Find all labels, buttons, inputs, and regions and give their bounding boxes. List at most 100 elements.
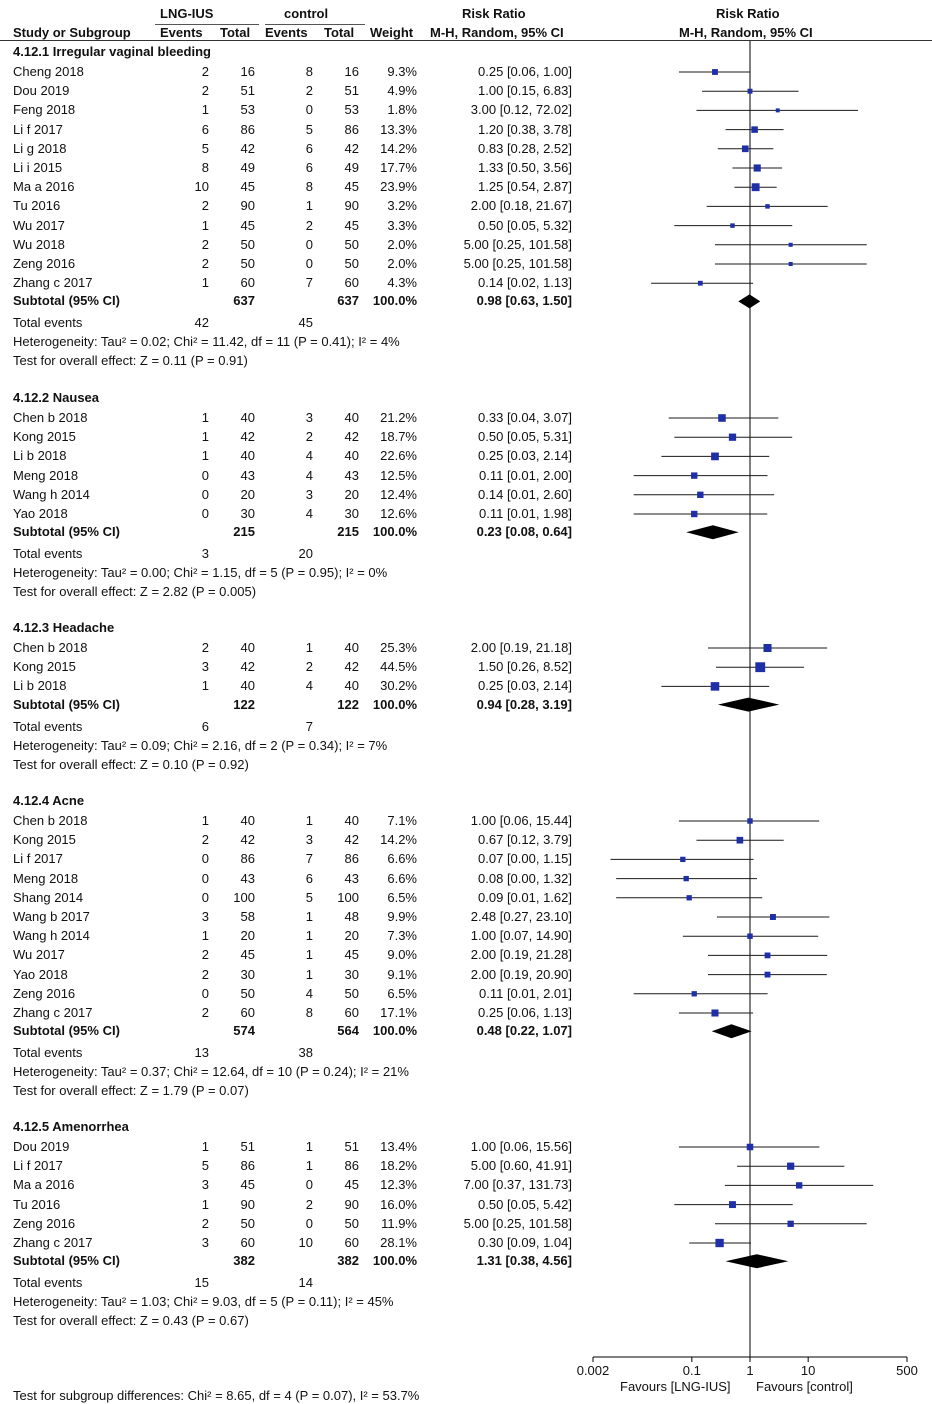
study-risk-ratio: 0.50 [0.05, 5.31] <box>478 429 572 445</box>
total-control: 30 <box>344 506 359 521</box>
events-lng: 2 <box>201 947 209 963</box>
total-lng: 40 <box>240 678 255 694</box>
total-lng: 20 <box>240 486 255 502</box>
events-control: 2 <box>305 83 313 99</box>
total-control: 45 <box>344 179 359 195</box>
events-lng: 2 <box>201 236 209 252</box>
risk-ratio-title-right: Risk Ratio <box>716 6 780 21</box>
events-lng: 0 <box>201 851 209 867</box>
events-control: 1 <box>305 1158 313 1174</box>
study-weight: 1.8% <box>387 102 417 118</box>
study-name: Feng 2018 <box>13 102 76 118</box>
study-weight: 6.5% <box>387 985 417 1001</box>
events-control: 7 <box>305 275 313 291</box>
study-weight: 17.7% <box>380 160 417 175</box>
study-name: Kong 2015 <box>13 832 76 848</box>
point-estimate <box>787 1220 794 1227</box>
total-lng: 43 <box>240 870 255 886</box>
study-name: Wang h 2014 <box>13 486 90 502</box>
total-events-lng: 3 <box>201 546 209 562</box>
study-name: Chen b 2018 <box>13 640 88 655</box>
events-control: 3 <box>305 486 313 502</box>
point-estimate <box>730 223 735 228</box>
point-estimate <box>746 1143 754 1151</box>
point-estimate <box>747 88 753 94</box>
total-control: 30 <box>344 966 359 982</box>
study-name: Wang b 2017 <box>13 909 90 924</box>
x-tick-label: 10 <box>801 1363 815 1378</box>
events-lng: 6 <box>201 121 209 137</box>
total-events-control: 45 <box>298 315 313 331</box>
point-estimate <box>755 662 766 673</box>
subtotal-total-control: 215 <box>337 524 359 540</box>
events-control: 2 <box>305 217 313 233</box>
point-estimate <box>683 875 689 882</box>
study-weight: 7.1% <box>387 813 417 828</box>
events-control: 7 <box>305 851 313 867</box>
total-control: 60 <box>344 275 359 291</box>
total-control: 40 <box>344 678 359 694</box>
events-control: 2 <box>305 429 313 445</box>
overall-effect-test: Test for overall effect: Z = 0.11 (P = 0… <box>13 353 248 369</box>
study-weight: 17.1% <box>380 1005 417 1020</box>
point-estimate <box>747 933 753 939</box>
total-control: 90 <box>344 1196 359 1212</box>
x-tick-label: 500 <box>896 1363 918 1378</box>
study-weight: 30.2% <box>380 678 417 694</box>
events-lng: 1 <box>201 217 209 233</box>
heterogeneity-stat: Heterogeneity: Tau² = 1.03; Chi² = 9.03,… <box>13 1294 394 1310</box>
total-lng: 86 <box>240 121 255 137</box>
events-lng: 0 <box>201 467 209 483</box>
study-weight: 23.9% <box>380 179 417 195</box>
study-name: Li i 2015 <box>13 160 63 175</box>
total-events-control: 14 <box>298 1275 313 1291</box>
events-control: 1 <box>305 928 313 944</box>
subtotal-total-lng: 574 <box>233 1023 255 1039</box>
events-lng: 2 <box>201 198 209 214</box>
point-estimate <box>764 952 771 959</box>
study-weight: 12.3% <box>380 1177 417 1193</box>
study-risk-ratio: 2.00 [0.19, 21.28] <box>470 947 572 963</box>
subgroup-title: 4.12.1 Irregular vaginal bleeding <box>13 44 211 59</box>
study-risk-ratio: 0.25 [0.03, 2.14] <box>478 448 572 464</box>
study-weight: 12.4% <box>380 486 417 502</box>
events-lng: 2 <box>201 256 209 271</box>
events-control: 4 <box>305 506 313 521</box>
events-lng: 0 <box>201 985 209 1001</box>
events-control: 6 <box>305 160 313 175</box>
point-estimate <box>775 108 780 113</box>
total-control: 86 <box>344 1158 359 1174</box>
study-risk-ratio: 0.11 [0.01, 1.98] <box>479 506 572 521</box>
study-name: Wu 2017 <box>13 217 65 233</box>
study-name: Li f 2017 <box>13 1158 63 1174</box>
total-events-label: Total events <box>13 315 83 331</box>
point-estimate <box>718 414 726 422</box>
events-control: 0 <box>305 1215 313 1231</box>
total-control: 100 <box>337 889 359 905</box>
study-risk-ratio: 0.67 [0.12, 3.79] <box>478 832 572 848</box>
heterogeneity-stat: Heterogeneity: Tau² = 0.02; Chi² = 11.42… <box>13 334 400 350</box>
total-events-label: Total events <box>13 1045 83 1061</box>
study-name: Tu 2016 <box>13 198 61 214</box>
overall-effect-test: Test for overall effect: Z = 2.82 (P = 0… <box>13 584 257 600</box>
events-control: 4 <box>305 448 313 464</box>
events-lng: 0 <box>201 506 209 521</box>
total-control: 42 <box>344 140 359 156</box>
total-events-lng: 15 <box>194 1275 209 1291</box>
total-control: 40 <box>344 448 359 464</box>
total-control: 45 <box>344 947 359 963</box>
events-lng: 1 <box>201 410 209 425</box>
study-name: Dou 2019 <box>13 1139 70 1154</box>
study-name: Li f 2017 <box>13 121 63 137</box>
header-rule <box>0 40 932 41</box>
subgroup-title: 4.12.3 Headache <box>13 620 115 635</box>
total-control: 49 <box>344 160 359 175</box>
study-weight: 4.3% <box>387 275 417 291</box>
risk-ratio-title-left: Risk Ratio <box>462 6 526 21</box>
events-lng: 3 <box>201 1235 209 1250</box>
study-risk-ratio: 2.00 [0.18, 21.67] <box>470 198 572 214</box>
study-risk-ratio: 5.00 [0.25, 101.58] <box>463 1215 572 1231</box>
point-estimate <box>691 991 697 997</box>
study-name: Zhang c 2017 <box>13 1235 93 1250</box>
